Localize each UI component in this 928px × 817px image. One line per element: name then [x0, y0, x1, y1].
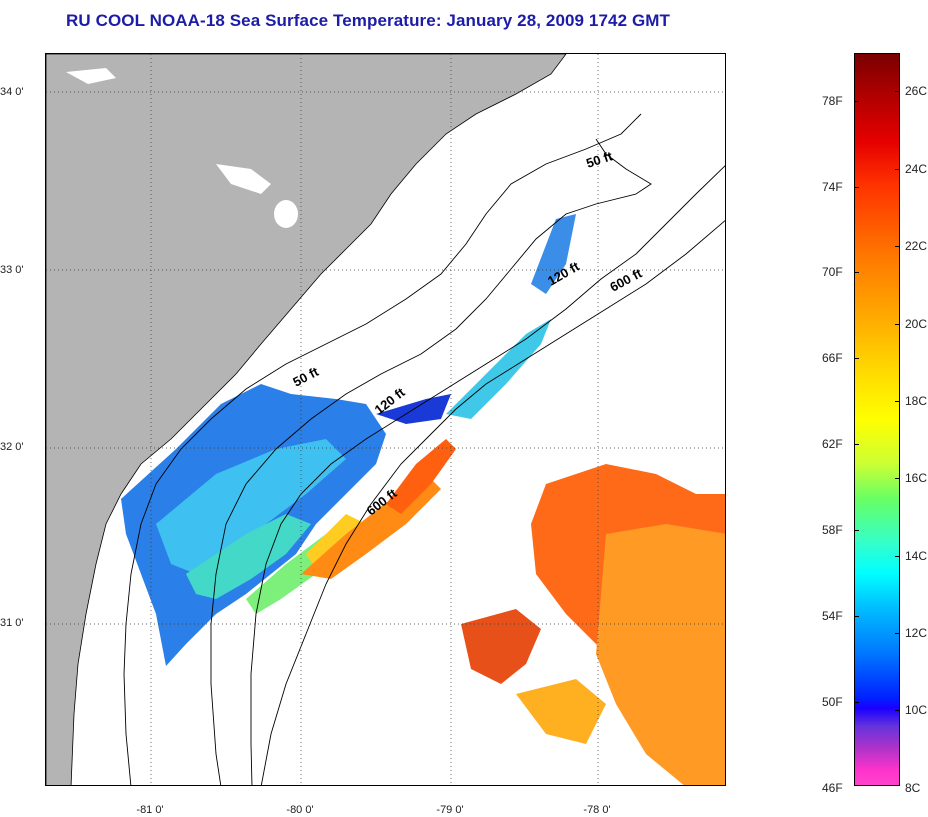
colorbar-celsius-label: 16C — [905, 471, 928, 485]
sst-map-canvas: 50 ft 120 ft 600 ft 50 ft 120 ft 600 ft — [46, 54, 725, 785]
colorbar-fahrenheit-label: 70F — [822, 265, 843, 279]
colorbar-celsius-label: 26C — [905, 84, 928, 98]
temperature-colorbar — [854, 53, 900, 786]
contour-120ft — [250, 165, 725, 785]
map-title: RU COOL NOAA-18 Sea Surface Temperature:… — [66, 11, 671, 30]
colorbar-fahrenheit-label: 50F — [822, 695, 843, 709]
contour-600ft — [260, 220, 725, 785]
colorbar-fahrenheit-label: 62F — [822, 437, 843, 451]
colorbar-fahrenheit-label: 78F — [822, 94, 843, 108]
colorbar-celsius-label: 14C — [905, 549, 928, 563]
colorbar-fahrenheit-label: 58F — [822, 523, 843, 537]
colorbar-celsius-label: 18C — [905, 394, 928, 408]
longitude-label: -79 0' — [436, 804, 464, 816]
contour-label: 50 ft — [290, 364, 321, 390]
longitude-label: -81 0' — [136, 804, 164, 816]
sst-map: 50 ft 120 ft 600 ft 50 ft 120 ft 600 ft — [45, 53, 726, 786]
colorbar-celsius-label: 20C — [905, 317, 928, 331]
colorbar-celsius-label: 12C — [905, 626, 928, 640]
latitude-label: 32 0' — [0, 441, 24, 453]
longitude-label: -78 0' — [583, 804, 611, 816]
colorbar-celsius-label: 22C — [905, 239, 928, 253]
longitude-label: -80 0' — [286, 804, 314, 816]
colorbar-celsius-label: 8C — [905, 781, 921, 795]
colorbar-fahrenheit-label: 66F — [822, 351, 843, 365]
colorbar-fahrenheit-label: 74F — [822, 180, 843, 194]
graticule — [46, 54, 725, 785]
colorbar-celsius-label: 24C — [905, 162, 928, 176]
contour-label: 50 ft — [584, 148, 615, 171]
colorbar-fahrenheit-label: 54F — [822, 609, 843, 623]
latitude-label: 33 0' — [0, 264, 24, 276]
latitude-label: 34 0' — [0, 86, 24, 98]
colorbar-fahrenheit-label: 46F — [822, 781, 843, 795]
latitude-label: 31 0' — [0, 617, 24, 629]
colorbar-celsius-label: 10C — [905, 703, 928, 717]
contour-label: 600 ft — [607, 265, 645, 295]
land-mass — [46, 54, 567, 785]
contour-50ft — [210, 138, 652, 785]
